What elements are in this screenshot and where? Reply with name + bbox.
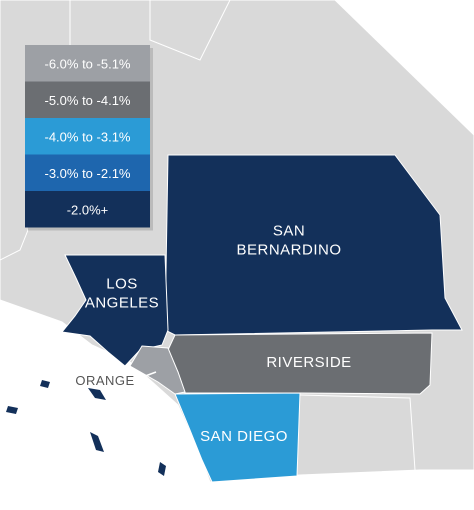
county-label: SAN DIEGO [200,428,288,445]
island [88,388,106,400]
border-line [299,394,416,471]
border-line [149,0,231,61]
legend-swatch [25,81,150,118]
county [174,392,301,483]
county-label: SAN [273,223,305,240]
county-label: BERNARDINO [236,242,341,259]
county-labels: SAN BERNARDINO LOS ANGELES RIVERSIDE ORANGE SA… [75,223,351,446]
county [164,154,463,336]
legend-label: -6.0% to -5.1% [45,56,131,71]
county [129,345,186,395]
legend-swatch [25,118,150,155]
legend-swatch [25,191,150,228]
legend: -6.0% to -5.1% -5.0% to -4.1% -4.0% to -3.… [25,45,153,231]
island [6,406,18,414]
county-label: ANGELES [85,295,159,312]
legend-label: -3.0% to -2.1% [45,166,131,181]
county-label: ORANGE [75,373,134,388]
legend-swatch [25,45,150,82]
legend-label: -4.0% to -3.1% [45,129,131,144]
islands [6,380,166,476]
legend-label: -5.0% to -4.1% [45,93,131,108]
island [158,462,166,476]
county-label: LOS [106,276,138,293]
legend-label: -2.0%+ [67,202,109,217]
county [61,254,169,367]
connector-line [139,371,157,379]
county-label: RIVERSIDE [266,354,351,371]
legend-swatch [25,154,150,191]
island [40,380,50,388]
island [90,432,104,452]
